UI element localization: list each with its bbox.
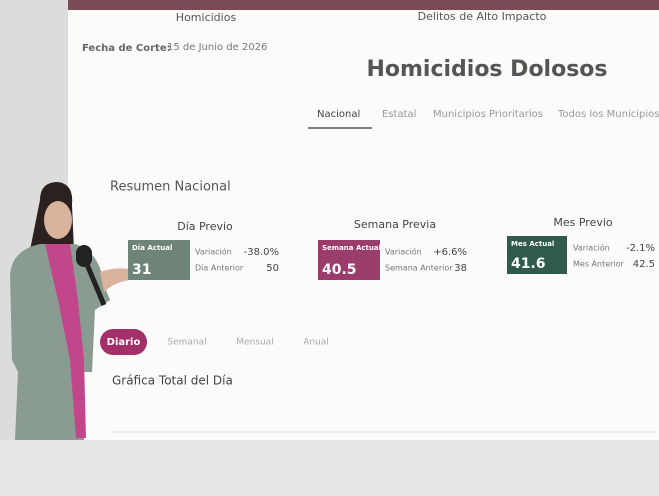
scope-tab[interactable]: Municipios Prioritarios: [433, 109, 543, 120]
badge: [507, 236, 567, 274]
presenter: [10, 182, 132, 440]
current-value: 31: [132, 262, 151, 278]
active-pill[interactable]: [100, 329, 147, 355]
cutoff-date: 15 de Junio de 2026: [167, 42, 267, 53]
top-strip: [68, 0, 659, 10]
current-value: 40.5: [322, 262, 357, 278]
variation-label: Variación: [385, 247, 422, 257]
main-title: Homicidios Dolosos: [366, 57, 607, 82]
variation-value: -38.0%: [244, 247, 279, 258]
screen: [68, 0, 659, 440]
badge-label: Semana Actual: [322, 244, 381, 252]
badge-label: Día Actual: [132, 244, 172, 252]
period-tab[interactable]: Diario: [107, 337, 141, 348]
previous-value: 50: [266, 263, 279, 274]
card-heading: Semana Previa: [354, 218, 436, 231]
variation-value: +6.6%: [433, 247, 467, 258]
previous-label: Día Anterior: [195, 264, 244, 273]
period-tab[interactable]: Anual: [303, 338, 329, 348]
scope-tab[interactable]: Estatal: [382, 109, 416, 120]
scope-tab[interactable]: Todos los Municipios: [557, 109, 659, 120]
previous-value: 42.5: [633, 259, 655, 270]
card-heading: Mes Previo: [553, 216, 613, 229]
previous-label: Semana Anterior: [385, 264, 453, 273]
summary-title: Resumen Nacional: [110, 180, 231, 195]
variation-label: Variación: [573, 243, 610, 253]
center-title: Delitos de Alto Impacto: [418, 10, 547, 23]
floor: [0, 440, 659, 496]
previous-label: Mes Anterior: [573, 260, 625, 269]
chart-title: Gráfica Total del Día: [112, 374, 233, 388]
badge: [318, 240, 380, 280]
current-value: 41.6: [511, 256, 546, 272]
card-heading: Día Previo: [177, 220, 233, 233]
scope-tab[interactable]: Nacional: [317, 109, 360, 120]
variation-value: -2.1%: [626, 243, 655, 254]
left-title: Homicidios: [176, 11, 237, 24]
badge: [128, 240, 190, 280]
period-tab[interactable]: Mensual: [236, 338, 273, 348]
badge-label: Mes Actual: [511, 240, 554, 248]
variation-label: Variación: [195, 247, 232, 257]
cutoff-label: Fecha de Corte:: [82, 43, 171, 54]
previous-value: 38: [454, 263, 467, 274]
period-tab[interactable]: Semanal: [167, 338, 206, 348]
